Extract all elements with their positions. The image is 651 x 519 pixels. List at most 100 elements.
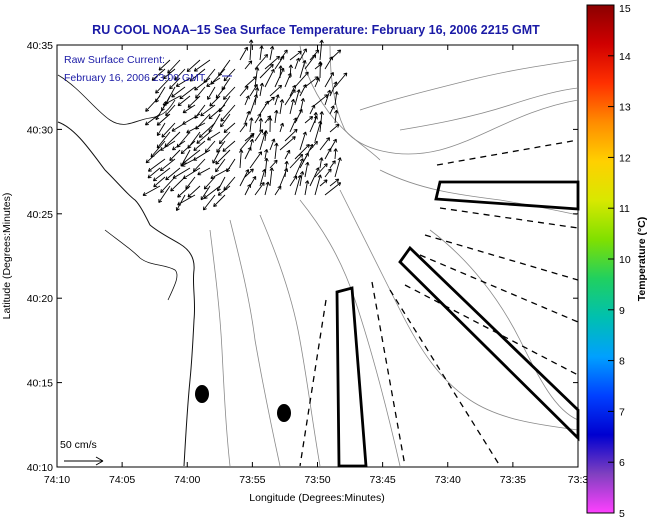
current-vector [155, 77, 171, 94]
current-vector [153, 176, 166, 188]
current-vector [249, 83, 258, 97]
current-vector [254, 182, 265, 196]
current-vector [208, 104, 226, 120]
current-vector [329, 123, 340, 133]
current-vector [215, 158, 226, 173]
current-vector [284, 149, 291, 160]
current-vector [274, 55, 285, 70]
current-vector [264, 68, 275, 88]
current-vector [156, 113, 171, 126]
current-vector [304, 180, 310, 196]
current-vector [269, 84, 283, 97]
current-vector [294, 174, 302, 196]
current-vector [159, 158, 176, 172]
current-vector [294, 108, 303, 124]
current-vector [222, 140, 236, 152]
map-content [57, 39, 580, 468]
current-vector [334, 91, 339, 106]
current-vector [159, 140, 176, 151]
current-vector [239, 85, 249, 97]
current-vector [329, 138, 337, 151]
current-vector [249, 117, 254, 133]
current-vector [249, 94, 258, 115]
current-vector [309, 140, 318, 151]
current-vector [174, 68, 186, 81]
current-vector [142, 185, 161, 196]
current-vector [206, 77, 221, 87]
current-vector [324, 168, 332, 178]
x-tick-label: 73:50 [304, 474, 330, 486]
y-tick-label: 40:30 [27, 124, 53, 136]
current-vector [289, 50, 302, 61]
current-vector [268, 117, 273, 133]
current-vector [209, 95, 221, 107]
current-vector [324, 72, 334, 88]
current-vector [212, 149, 221, 164]
current-vector [274, 142, 279, 160]
current-vector [223, 68, 236, 82]
current-vector [144, 113, 161, 126]
current-vector [274, 67, 285, 88]
colorbar-tick-label: 8 [619, 356, 625, 368]
x-tick-label: 73:40 [435, 474, 461, 486]
current-vector [239, 134, 254, 151]
current-vector [318, 61, 323, 79]
colorbar-tick-label: 13 [619, 102, 631, 114]
current-vector [145, 149, 161, 164]
current-vector [309, 115, 318, 133]
colorbar-tick-label: 10 [619, 254, 631, 266]
current-vector [284, 89, 296, 106]
current-vector [249, 151, 263, 169]
current-vector [309, 167, 320, 187]
current-vector [269, 138, 276, 151]
current-vector [314, 120, 323, 142]
current-vector [187, 185, 201, 198]
current-vector [202, 194, 216, 211]
current-vector [324, 56, 333, 70]
y-tick-label: 40:35 [27, 40, 53, 52]
current-vector [222, 86, 236, 100]
current-vector [254, 53, 269, 70]
current-vector [218, 131, 231, 145]
current-vector [177, 194, 196, 206]
current-vector [193, 140, 206, 152]
colorbar-tick-label: 6 [619, 457, 625, 469]
current-vector [264, 55, 281, 70]
coastline-bay [104, 229, 178, 301]
current-vector [314, 94, 329, 106]
current-vector [249, 175, 257, 187]
colorbar-tick-label: 7 [619, 406, 625, 418]
y-tick-label: 40:10 [27, 462, 53, 474]
current-vector [198, 122, 216, 138]
current-vector [279, 136, 296, 151]
figure-title: RU COOL NOAA–15 Sea Surface Temperature:… [92, 23, 540, 37]
current-vector [299, 84, 307, 97]
current-vector [244, 95, 250, 106]
current-vector [220, 104, 236, 122]
current-vector [279, 99, 285, 115]
current-vector [264, 149, 269, 160]
current-vector [289, 98, 296, 115]
current-vector [274, 109, 279, 124]
current-vector [189, 68, 206, 82]
current-vector [162, 68, 176, 80]
current-vector [319, 179, 328, 187]
radial-dashed-lines [299, 139, 579, 467]
current-vector [213, 194, 226, 208]
current-vector [319, 137, 331, 151]
survey-box-east [434, 180, 580, 211]
current-vector [200, 104, 216, 117]
current-vector [147, 167, 161, 179]
current-vector [187, 95, 201, 108]
current-vector [220, 113, 231, 128]
current-vector [334, 157, 342, 178]
current-vector [274, 185, 282, 196]
current-vector [319, 39, 324, 61]
x-tick-label: 74:00 [174, 474, 200, 486]
current-vector [264, 157, 269, 178]
current-vector [156, 122, 166, 136]
current-vector [319, 157, 324, 169]
current-vector [304, 161, 310, 178]
current-vector [158, 59, 171, 71]
